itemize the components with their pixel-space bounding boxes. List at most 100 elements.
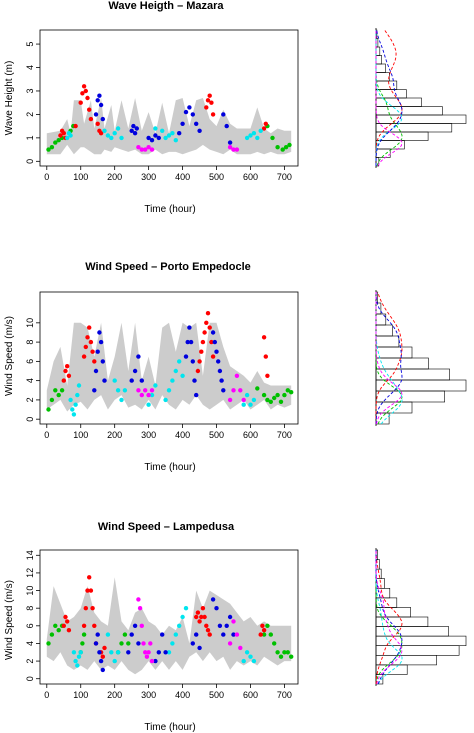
data-point [207,632,212,637]
data-point [83,88,89,94]
data-point [219,378,224,383]
histogram-bar [375,324,393,337]
data-point [46,641,51,646]
data-point [56,628,61,633]
data-point [148,641,153,646]
data-point [204,105,209,110]
data-point [49,632,55,637]
x-tick-label: 500 [209,172,224,182]
histogram-bar [375,335,400,348]
data-point [119,135,124,141]
data-point [194,392,199,398]
histogram-bar [375,106,443,116]
data-point [194,632,199,637]
data-point [73,658,78,664]
data-point [190,641,195,646]
data-point [185,339,190,345]
data-point [251,658,257,664]
data-point [53,623,58,628]
x-axis-label: Time (hour) [144,204,195,215]
data-point [70,407,75,412]
data-point [199,614,204,620]
data-point [195,610,201,615]
data-point [78,650,83,655]
density-curve [375,291,403,424]
data-point [192,378,197,383]
data-point [95,98,100,103]
data-point [187,325,192,330]
data-point [92,623,97,628]
density-curve [375,550,403,685]
x-tick-label: 500 [209,690,224,700]
data-point [56,138,61,143]
x-tick-label: 400 [175,430,190,440]
data-point [149,147,155,152]
data-point [97,650,102,655]
data-point [173,368,178,374]
data-point [102,645,107,651]
data-point [227,140,233,145]
data-point [221,632,226,637]
histogram-bar [375,46,381,56]
data-point [98,339,104,345]
data-point [87,575,92,580]
data-point [139,378,144,383]
data-point [76,383,82,388]
data-point [272,641,277,646]
histogram-bar [375,140,405,150]
x-tick-label: 100 [73,430,88,440]
histogram-bar [375,72,390,82]
data-point [244,392,250,398]
histogram-bar [375,55,382,65]
data-point [241,658,246,664]
data-point [234,632,240,637]
data-point [197,619,202,624]
data-point [65,619,70,624]
data-point [97,93,102,98]
histogram-bar [375,635,467,646]
data-point [149,658,155,664]
data-point [261,392,267,398]
density-curve [375,292,403,425]
data-point [109,650,114,655]
y-axis-label: Wind Speed (m/s) [4,316,15,396]
data-point [248,654,253,659]
y-tick-label: 0 [25,159,35,164]
data-point [200,339,206,345]
data-point [126,641,131,646]
data-point [173,138,178,143]
data-point [81,623,87,628]
data-point [88,116,94,122]
data-point [177,131,182,136]
data-point [160,632,165,637]
data-point [85,588,90,593]
data-point [190,359,195,364]
data-point [265,397,270,403]
data-point [238,645,243,651]
y-tick-label: 2 [25,112,35,117]
data-point [134,126,139,131]
chart-title: Wind Speed – Lampedusa [98,521,235,533]
histogram-bar [375,89,407,99]
y-tick-label: 0 [25,417,35,422]
data-point [163,650,168,655]
data-point [180,121,185,127]
data-point [63,368,68,374]
x-tick-label: 300 [141,430,156,440]
data-point [205,311,211,316]
data-point [143,147,148,152]
data-point [115,126,121,131]
data-point [210,330,216,335]
histogram-bar [375,346,413,359]
data-point [238,388,243,393]
data-point [170,641,175,646]
data-point [210,354,216,359]
data-point [166,388,172,393]
data-point [149,388,155,393]
data-point [282,650,287,655]
data-point [136,145,141,150]
data-point [217,368,223,374]
data-point [153,383,158,388]
x-tick-label: 400 [175,690,190,700]
data-point [202,614,207,620]
